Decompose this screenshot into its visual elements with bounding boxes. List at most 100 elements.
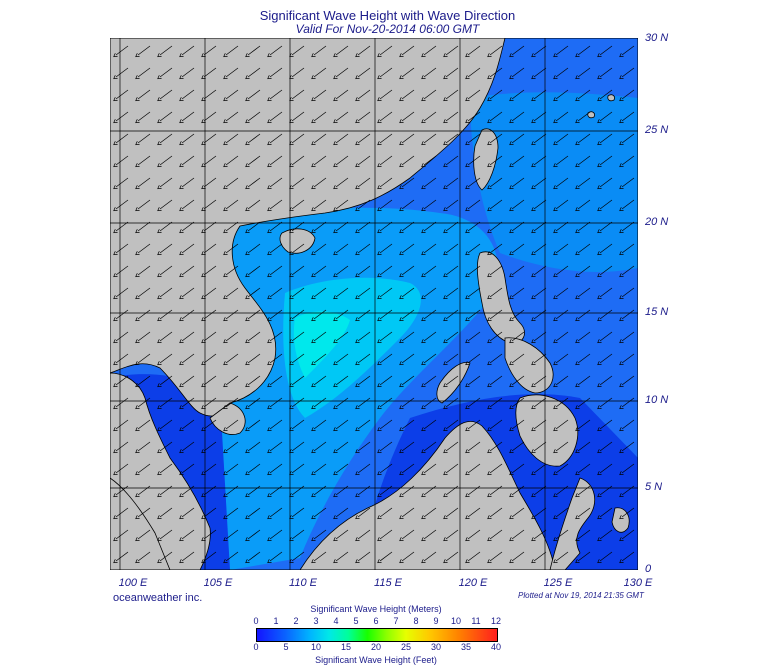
wave-direction-arrow	[314, 463, 327, 473]
wave-direction-arrow	[600, 243, 613, 253]
plotted-timestamp: Plotted at Nov 19, 2014 21:35 GMT	[518, 591, 644, 600]
wave-direction-arrow	[446, 155, 459, 165]
land-borneo	[299, 421, 556, 570]
wave-direction-arrow	[270, 89, 283, 99]
wave-direction-arrow	[336, 529, 349, 539]
wave-direction-arrow	[226, 199, 239, 209]
wave-direction-arrow	[512, 177, 525, 187]
wave-direction-arrow	[402, 419, 415, 429]
wave-direction-arrow	[270, 111, 283, 121]
wave-direction-arrow	[336, 155, 349, 165]
wave-direction-arrow	[204, 397, 217, 407]
wave-direction-arrow	[600, 529, 613, 539]
land-halmahera	[611, 507, 630, 533]
wave-direction-arrow	[380, 243, 393, 253]
wave-direction-arrow	[248, 463, 261, 473]
wave-direction-arrow	[490, 463, 503, 473]
wave-direction-arrow	[490, 265, 503, 275]
wave-direction-arrow	[380, 485, 393, 495]
wave-direction-arrow	[204, 155, 217, 165]
wave-direction-arrow	[622, 221, 635, 231]
wave-direction-arrow	[380, 463, 393, 473]
wave-direction-arrow	[468, 67, 481, 77]
wave-direction-arrow	[424, 507, 437, 517]
wave-direction-arrow	[622, 331, 635, 341]
wave-direction-arrow	[534, 463, 547, 473]
wave-direction-arrow	[116, 221, 129, 231]
wave-direction-arrow	[314, 397, 327, 407]
wave-direction-arrow	[292, 309, 305, 319]
wave-direction-arrow	[226, 155, 239, 165]
wave-direction-arrow	[358, 265, 371, 275]
wave-direction-arrow	[182, 177, 195, 187]
wave-direction-arrow	[248, 243, 261, 253]
wave-direction-arrow	[380, 177, 393, 187]
wave-direction-arrow	[226, 331, 239, 341]
wave-direction-arrow	[402, 155, 415, 165]
wave-direction-arrow	[534, 177, 547, 187]
wave-direction-arrow	[622, 419, 635, 429]
wave-direction-arrow	[160, 221, 173, 231]
wave-direction-arrow	[578, 45, 591, 55]
wave-direction-arrow	[226, 221, 239, 231]
wave-direction-arrow	[490, 221, 503, 231]
wave-direction-arrow	[534, 45, 547, 55]
land	[110, 38, 630, 570]
wave-direction-arrow	[204, 419, 217, 429]
wave-direction-arrow	[380, 507, 393, 517]
wave-direction-arrow	[138, 265, 151, 275]
wave-direction-arrow	[578, 331, 591, 341]
wave-direction-arrow	[160, 243, 173, 253]
wave-direction-arrow	[226, 375, 239, 385]
wave-direction-arrow	[424, 287, 437, 297]
wave-direction-arrow	[402, 287, 415, 297]
wave-direction-arrow	[468, 331, 481, 341]
wave-direction-arrow	[380, 397, 393, 407]
wave-direction-arrow	[182, 507, 195, 517]
wave-direction-arrow	[182, 45, 195, 55]
wave-direction-arrow	[116, 309, 129, 319]
wave-direction-arrow	[468, 375, 481, 385]
wave-direction-arrow	[622, 199, 635, 209]
colorbar-tick-feet: 25	[400, 642, 411, 652]
wave-direction-arrow	[138, 397, 151, 407]
wave-direction-arrow	[160, 199, 173, 209]
wave-direction-arrow	[622, 45, 635, 55]
wave-direction-arrow	[292, 463, 305, 473]
wave-direction-arrow	[622, 133, 635, 143]
wave-direction-arrow	[116, 529, 129, 539]
wave-direction-arrow	[358, 463, 371, 473]
wave-direction-arrow	[446, 45, 459, 55]
wave-direction-arrow	[292, 45, 305, 55]
wave-direction-arrow	[622, 507, 635, 517]
wave-direction-arrow	[204, 441, 217, 451]
wave-direction-arrow	[358, 111, 371, 121]
wave-direction-arrow	[160, 375, 173, 385]
wave-direction-arrow	[358, 507, 371, 517]
wave-direction-arrow	[336, 67, 349, 77]
wave-direction-arrow	[622, 397, 635, 407]
wave-direction-arrow	[204, 375, 217, 385]
wave-direction-arrow	[270, 353, 283, 363]
wave-direction-arrow	[622, 89, 635, 99]
colorbar-tick-feet: 35	[460, 642, 471, 652]
wave-direction-arrow	[314, 265, 327, 275]
wave-direction-arrow	[402, 111, 415, 121]
wave-direction-arrow	[204, 309, 217, 319]
wave-direction-arrow	[116, 485, 129, 495]
wave-direction-arrow	[138, 199, 151, 209]
wave-direction-arrow	[556, 309, 569, 319]
wave-direction-arrow	[292, 287, 305, 297]
wave-direction-arrow	[116, 89, 129, 99]
wave-direction-arrow	[512, 375, 525, 385]
credit-label: oceanweather inc.	[113, 592, 203, 604]
wave-direction-arrow	[270, 265, 283, 275]
wave-direction-arrow	[248, 199, 261, 209]
wave-direction-arrow	[380, 353, 393, 363]
wave-direction-arrow	[512, 419, 525, 429]
wave-direction-arrow	[292, 177, 305, 187]
wave-direction-arrow	[512, 441, 525, 451]
wave-direction-arrow	[116, 199, 129, 209]
wave-direction-arrow	[160, 155, 173, 165]
wave-direction-arrow	[424, 529, 437, 539]
